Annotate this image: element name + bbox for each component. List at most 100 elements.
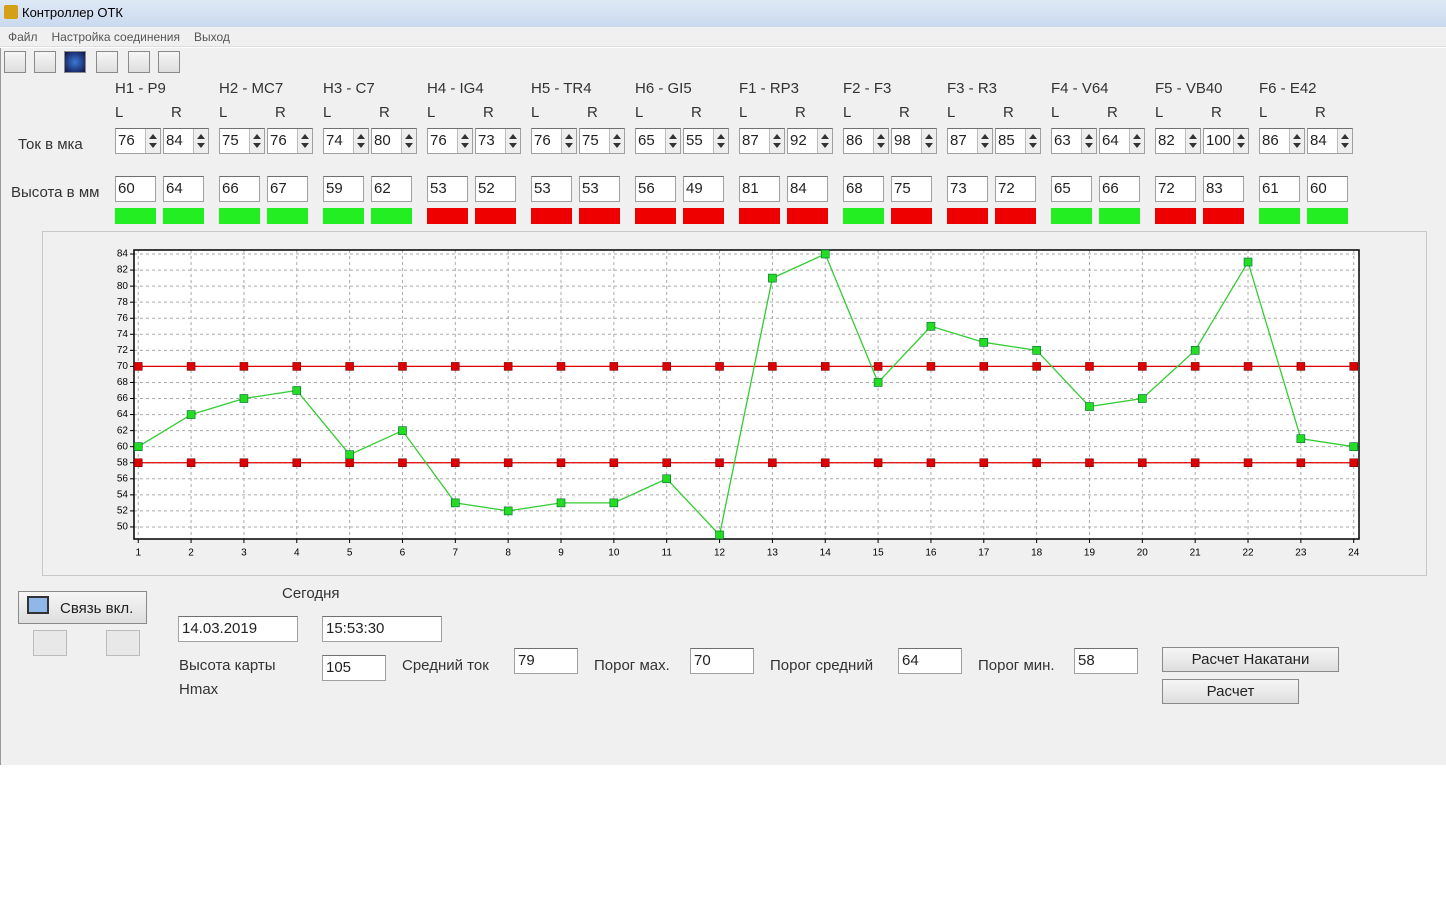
spin-down[interactable] <box>821 143 829 148</box>
spin-up[interactable] <box>1029 134 1037 139</box>
current-spinner[interactable]: 82 <box>1155 128 1201 154</box>
spin-buttons[interactable] <box>873 129 888 153</box>
spin-down[interactable] <box>717 143 725 148</box>
spin-down[interactable] <box>1237 143 1245 148</box>
height-field[interactable]: 59 <box>323 176 364 202</box>
spin-up[interactable] <box>821 134 829 139</box>
current-spinner[interactable]: 85 <box>995 128 1041 154</box>
spin-up[interactable] <box>1341 134 1349 139</box>
spin-up[interactable] <box>509 134 517 139</box>
tool-button[interactable] <box>96 51 118 73</box>
height-field[interactable]: 75 <box>891 176 932 202</box>
spin-down[interactable] <box>1133 143 1141 148</box>
spin-down[interactable] <box>613 143 621 148</box>
spin-up[interactable] <box>669 134 677 139</box>
mid-threshold-field[interactable]: 64 <box>898 648 962 674</box>
spin-down[interactable] <box>565 143 573 148</box>
spin-buttons[interactable] <box>505 129 520 153</box>
height-field[interactable]: 56 <box>635 176 676 202</box>
height-field[interactable]: 53 <box>531 176 572 202</box>
spin-buttons[interactable] <box>665 129 680 153</box>
height-field[interactable]: 72 <box>995 176 1036 202</box>
spin-down[interactable] <box>981 143 989 148</box>
current-spinner[interactable]: 55 <box>683 128 729 154</box>
spin-down[interactable] <box>461 143 469 148</box>
spin-up[interactable] <box>1085 134 1093 139</box>
spin-buttons[interactable] <box>977 129 992 153</box>
min-threshold-field[interactable]: 58 <box>1074 648 1138 674</box>
spin-up[interactable] <box>1189 134 1197 139</box>
height-field[interactable]: 66 <box>219 176 260 202</box>
spin-down[interactable] <box>509 143 517 148</box>
height-field[interactable]: 66 <box>1099 176 1140 202</box>
spin-up[interactable] <box>613 134 621 139</box>
current-spinner[interactable]: 86 <box>1259 128 1305 154</box>
height-field[interactable]: 83 <box>1203 176 1244 202</box>
connect-button[interactable]: Связь вкл. <box>18 591 147 624</box>
height-field[interactable]: 73 <box>947 176 988 202</box>
spin-buttons[interactable] <box>145 129 160 153</box>
spin-up[interactable] <box>301 134 309 139</box>
date-field[interactable]: 14.03.2019 <box>178 616 298 642</box>
spin-buttons[interactable] <box>1081 129 1096 153</box>
current-spinner[interactable]: 87 <box>739 128 785 154</box>
height-field[interactable]: 84 <box>787 176 828 202</box>
current-spinner[interactable]: 75 <box>579 128 625 154</box>
spin-down[interactable] <box>301 143 309 148</box>
spin-up[interactable] <box>253 134 261 139</box>
spin-buttons[interactable] <box>1129 129 1144 153</box>
calc-nakatani-button[interactable]: Расчет Накатани <box>1162 647 1339 672</box>
spin-buttons[interactable] <box>401 129 416 153</box>
height-field[interactable]: 60 <box>115 176 156 202</box>
current-spinner[interactable]: 86 <box>843 128 889 154</box>
spin-buttons[interactable] <box>1025 129 1040 153</box>
spin-up[interactable] <box>197 134 205 139</box>
spin-down[interactable] <box>925 143 933 148</box>
spin-down[interactable] <box>773 143 781 148</box>
height-field[interactable]: 62 <box>371 176 412 202</box>
spin-up[interactable] <box>877 134 885 139</box>
spin-up[interactable] <box>1133 134 1141 139</box>
spin-buttons[interactable] <box>713 129 728 153</box>
menu-item[interactable]: Настройка соединения <box>51 30 180 44</box>
height-field[interactable]: 53 <box>579 176 620 202</box>
current-spinner[interactable]: 76 <box>427 128 473 154</box>
spin-down[interactable] <box>1189 143 1197 148</box>
menu-item[interactable]: Файл <box>8 30 38 44</box>
spin-up[interactable] <box>925 134 933 139</box>
current-spinner[interactable]: 74 <box>323 128 369 154</box>
spin-buttons[interactable] <box>457 129 472 153</box>
spin-buttons[interactable] <box>193 129 208 153</box>
spin-buttons[interactable] <box>249 129 264 153</box>
spin-up[interactable] <box>565 134 573 139</box>
report-button[interactable] <box>128 51 150 73</box>
menu-item[interactable]: Выход <box>193 30 230 44</box>
spin-buttons[interactable] <box>353 129 368 153</box>
spin-up[interactable] <box>1293 134 1301 139</box>
height-field[interactable]: 64 <box>163 176 204 202</box>
spin-up[interactable] <box>405 134 413 139</box>
spin-down[interactable] <box>149 143 157 148</box>
current-spinner[interactable]: 75 <box>219 128 265 154</box>
current-spinner[interactable]: 76 <box>531 128 577 154</box>
spin-down[interactable] <box>1341 143 1349 148</box>
spin-down[interactable] <box>253 143 261 148</box>
spin-buttons[interactable] <box>1233 129 1248 153</box>
spin-buttons[interactable] <box>297 129 312 153</box>
calc-button[interactable]: Расчет <box>1162 679 1299 704</box>
current-spinner[interactable]: 84 <box>1307 128 1353 154</box>
spin-buttons[interactable] <box>1289 129 1304 153</box>
spin-up[interactable] <box>1237 134 1245 139</box>
spin-up[interactable] <box>461 134 469 139</box>
current-spinner[interactable]: 100 <box>1203 128 1249 154</box>
spin-up[interactable] <box>773 134 781 139</box>
spin-down[interactable] <box>877 143 885 148</box>
spin-buttons[interactable] <box>1185 129 1200 153</box>
card-height-field[interactable]: 105 <box>322 655 386 681</box>
current-spinner[interactable]: 65 <box>635 128 681 154</box>
spin-up[interactable] <box>357 134 365 139</box>
spin-buttons[interactable] <box>1337 129 1352 153</box>
open-button[interactable] <box>4 51 26 73</box>
spin-down[interactable] <box>197 143 205 148</box>
spin-down[interactable] <box>405 143 413 148</box>
